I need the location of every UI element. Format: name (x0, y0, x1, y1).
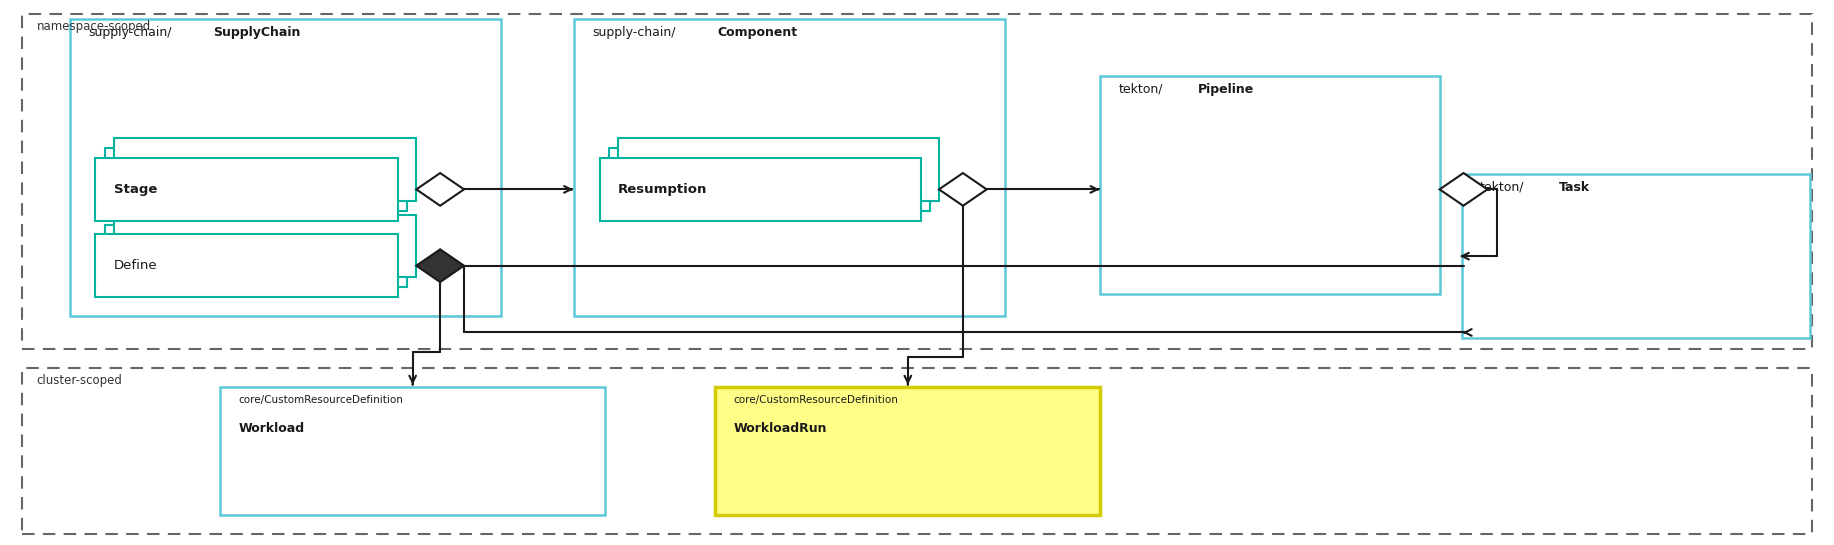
Text: tekton/: tekton/ (1480, 181, 1524, 194)
Text: Stage: Stage (114, 183, 158, 196)
Bar (220, 387, 605, 515)
Text: supply-chain/: supply-chain/ (592, 26, 677, 39)
Bar (1100, 76, 1440, 294)
Bar (609, 148, 930, 211)
Bar (114, 138, 416, 201)
Text: Workload: Workload (238, 422, 304, 435)
Polygon shape (416, 250, 464, 282)
Bar (105, 225, 407, 287)
Text: Task: Task (1559, 181, 1590, 194)
Text: cluster-scoped: cluster-scoped (37, 374, 123, 387)
Text: SupplyChain: SupplyChain (213, 26, 301, 39)
Text: Resumption: Resumption (618, 183, 708, 196)
Bar (574, 19, 1005, 316)
Bar (114, 215, 416, 277)
Bar (22, 368, 1812, 534)
Text: WorkloadRun: WorkloadRun (734, 422, 827, 435)
Bar (105, 148, 407, 211)
Text: tekton/: tekton/ (1119, 83, 1163, 96)
Polygon shape (416, 173, 464, 206)
Text: core/CustomResourceDefinition: core/CustomResourceDefinition (238, 395, 403, 405)
Bar (600, 158, 921, 221)
Bar (618, 138, 939, 201)
Bar (70, 19, 501, 316)
Text: Define: Define (114, 259, 158, 272)
Bar (1462, 174, 1810, 338)
Text: supply-chain/: supply-chain/ (88, 26, 172, 39)
Polygon shape (939, 173, 987, 206)
Text: Component: Component (717, 26, 798, 39)
Bar (95, 234, 398, 297)
Bar (715, 387, 1100, 515)
Polygon shape (1440, 173, 1487, 206)
Text: Pipeline: Pipeline (1198, 83, 1254, 96)
Bar (22, 14, 1812, 349)
Bar (95, 158, 398, 221)
Text: core/CustomResourceDefinition: core/CustomResourceDefinition (734, 395, 899, 405)
Text: namespace-scoped: namespace-scoped (37, 20, 150, 33)
